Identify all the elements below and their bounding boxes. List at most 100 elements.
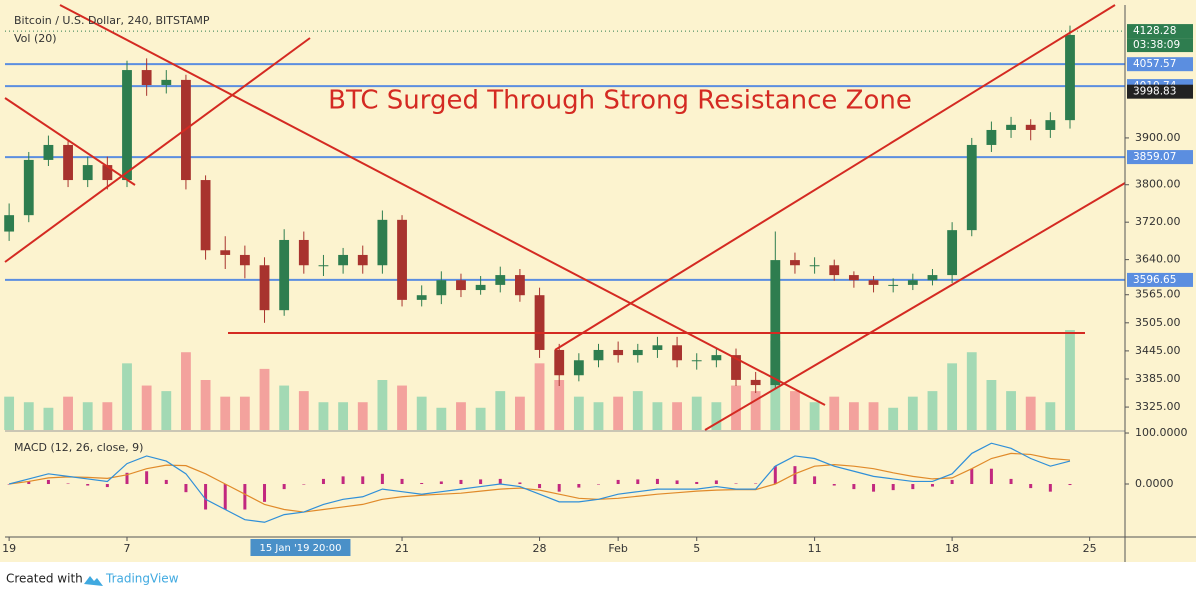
volume-bar bbox=[1045, 402, 1056, 430]
candle-body bbox=[357, 254, 368, 266]
candle-body bbox=[338, 254, 349, 266]
macd-histogram bbox=[832, 484, 836, 486]
y-tick-label: 3565.00 bbox=[1135, 288, 1181, 301]
macd-histogram bbox=[773, 466, 777, 485]
levels: 4057.574010.743859.073596.654128.2803:38… bbox=[5, 24, 1193, 287]
macd-title: MACD (12, 26, close, 9) bbox=[14, 441, 143, 454]
volume-bar bbox=[790, 391, 800, 430]
macd-histogram bbox=[970, 468, 974, 485]
candle-body bbox=[613, 349, 624, 356]
trend-line bbox=[59, 4, 826, 406]
candle-body bbox=[927, 275, 938, 281]
candle-body bbox=[161, 79, 172, 86]
macd-histogram bbox=[754, 483, 758, 485]
candle-body bbox=[888, 284, 899, 286]
candle-body bbox=[1025, 124, 1036, 130]
macd-histogram bbox=[164, 479, 168, 485]
candle-body bbox=[947, 230, 958, 276]
macd-histogram bbox=[518, 482, 522, 485]
candle-body bbox=[122, 70, 132, 181]
last-price-label: 4128.28 bbox=[1133, 25, 1176, 37]
macd-histogram bbox=[341, 476, 345, 485]
macd-histogram bbox=[105, 484, 109, 488]
candle-body bbox=[711, 355, 722, 361]
volume-bar bbox=[298, 391, 309, 430]
macd-histogram bbox=[498, 478, 502, 485]
volume-bar bbox=[554, 380, 565, 430]
macd-histogram bbox=[1029, 484, 1033, 489]
countdown: 03:38:09 bbox=[1133, 39, 1180, 51]
y-tick-label: 3445.00 bbox=[1135, 344, 1181, 357]
x-tick-label: Feb bbox=[608, 542, 627, 555]
volume-bar bbox=[966, 352, 977, 430]
macd-histogram bbox=[439, 481, 443, 485]
macd-histogram bbox=[479, 479, 483, 485]
x-tick-label: 18 bbox=[945, 542, 959, 555]
macd-histogram bbox=[852, 484, 856, 490]
macd-histogram bbox=[655, 478, 659, 485]
macd-histogram bbox=[184, 484, 188, 493]
signal-line bbox=[9, 452, 1071, 513]
macd-histogram bbox=[911, 484, 915, 490]
macd-histogram bbox=[950, 479, 954, 485]
macd-histogram bbox=[616, 479, 620, 485]
macd-histogram bbox=[46, 479, 50, 485]
candle-body bbox=[691, 360, 702, 362]
volume-bar bbox=[63, 396, 73, 430]
candle-body bbox=[220, 250, 231, 255]
volume-bar bbox=[947, 363, 958, 430]
y-tick-label: 3385.00 bbox=[1135, 372, 1181, 385]
candle-body bbox=[318, 265, 329, 267]
candle-body bbox=[829, 265, 840, 276]
macd-histogram bbox=[1048, 484, 1052, 492]
x-tick-label: 28 bbox=[533, 542, 547, 555]
last-price-box bbox=[1127, 24, 1193, 39]
macd-histogram bbox=[793, 466, 797, 485]
y-tick-label: 3900.00 bbox=[1135, 131, 1181, 144]
volume-bar bbox=[691, 396, 702, 430]
volume-bar bbox=[102, 402, 113, 430]
candle-body bbox=[672, 345, 682, 361]
axes: 3325.00 3385.00 3445.00 3505.00 3565.00 3640.… bbox=[2, 131, 1188, 556]
volume-bar bbox=[357, 402, 368, 430]
macd-histogram bbox=[636, 479, 640, 485]
candle-body bbox=[593, 349, 604, 361]
trend-line bbox=[4, 97, 136, 186]
x-tick-label: 7 bbox=[123, 542, 130, 555]
volume-bar bbox=[338, 402, 349, 430]
macd-histogram bbox=[891, 484, 895, 491]
crosshair-box bbox=[250, 539, 351, 556]
level-label: 4057.57 bbox=[1133, 58, 1176, 70]
volume-bar bbox=[23, 402, 34, 430]
candle-body bbox=[43, 144, 54, 160]
macd-pane bbox=[7, 442, 1072, 523]
volume-bar bbox=[888, 407, 899, 430]
footer-brand: TradingView bbox=[105, 572, 179, 586]
volume-bar bbox=[436, 407, 447, 430]
volume-bar bbox=[161, 391, 172, 430]
macd-histogram bbox=[1068, 484, 1072, 486]
volume-bar bbox=[82, 402, 93, 430]
candle-body bbox=[239, 254, 250, 266]
candle-body bbox=[907, 280, 918, 285]
macd-histogram bbox=[557, 484, 561, 492]
trend-lines bbox=[4, 4, 1126, 431]
candle-body bbox=[63, 144, 73, 181]
macd-histogram bbox=[459, 479, 463, 485]
level-box bbox=[1127, 150, 1193, 165]
volume-bar bbox=[279, 385, 290, 430]
volume-bar bbox=[239, 396, 250, 430]
volume-bar bbox=[750, 391, 761, 430]
candle-body bbox=[475, 284, 486, 291]
volume-bar bbox=[377, 380, 388, 430]
macd-histogram bbox=[7, 484, 11, 485]
volume-bar bbox=[868, 402, 879, 430]
candle-body bbox=[456, 280, 466, 291]
volume-bar bbox=[259, 368, 270, 430]
candle-body bbox=[397, 219, 407, 300]
macd-histogram bbox=[204, 484, 208, 510]
candle-body bbox=[377, 219, 388, 266]
level-box bbox=[1127, 272, 1193, 287]
